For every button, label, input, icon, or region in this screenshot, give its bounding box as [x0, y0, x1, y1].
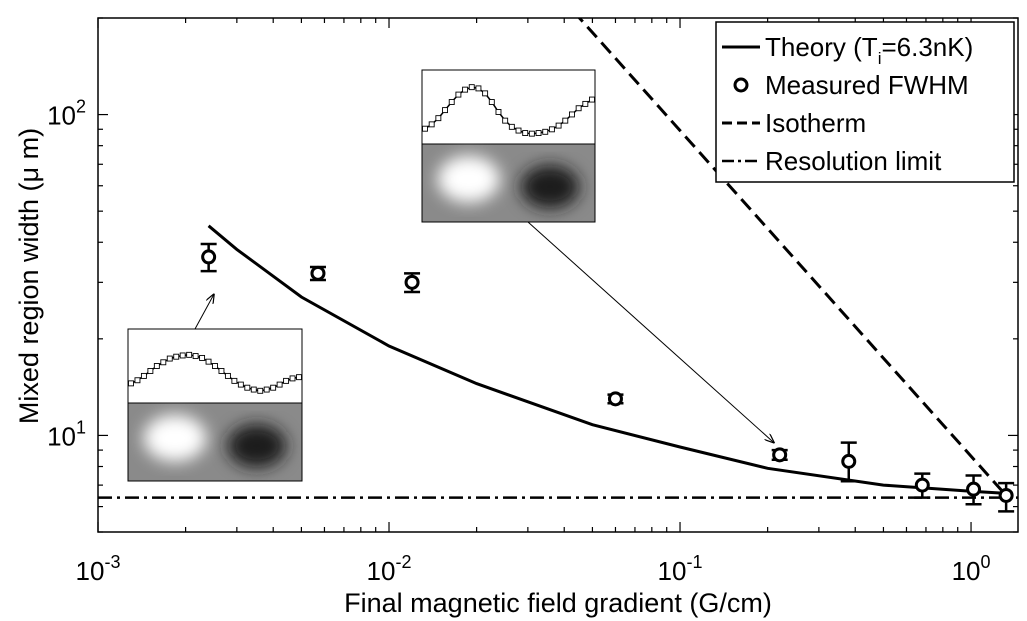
inset-profile-marker — [569, 111, 575, 118]
axis-ticks: 10-3 10-2 10-1 100 101 102 — [47, 17, 1018, 586]
inset-dark-blob — [227, 424, 287, 468]
inset-profile-marker — [250, 386, 257, 393]
inset-profile-marker — [128, 380, 134, 387]
inset-profile-marker — [455, 91, 462, 98]
y-axis-label: Mixed region width (μ m) — [14, 128, 44, 424]
inset-profile-marker — [296, 374, 302, 381]
inset-profile-marker — [244, 384, 251, 391]
inset-profile-marker — [422, 125, 428, 132]
inset-profile-marker — [435, 115, 442, 122]
legend-resolution-label: Resolution limit — [765, 146, 942, 176]
data-point — [998, 487, 1014, 503]
data-point — [966, 481, 982, 497]
x-tick-label: 10-2 — [367, 552, 412, 586]
inset-profile-marker — [462, 86, 469, 93]
inset-profile-marker — [582, 100, 589, 107]
inset-high-gradient — [421, 69, 774, 443]
measured-markers — [200, 242, 1015, 513]
inset-profile-marker — [495, 109, 502, 115]
inset-profile-marker — [186, 351, 193, 358]
inset-profile-marker — [562, 117, 569, 124]
series-line-2 — [577, 18, 1006, 495]
inset-profile-marker — [199, 354, 206, 361]
inset-profile-marker — [428, 121, 435, 128]
inset-low-gradient — [127, 294, 303, 482]
x-tick-label: 10-3 — [76, 552, 121, 586]
inset-profile-marker — [555, 122, 562, 129]
inset-profile-marker — [575, 105, 582, 112]
inset-profile-marker — [283, 377, 290, 384]
inset-profile-marker — [212, 363, 218, 369]
inset-profile-marker — [289, 375, 296, 382]
inset-dark-blob — [520, 165, 580, 209]
data-point — [310, 265, 326, 281]
data-point — [914, 477, 930, 493]
inset-profile-frame — [421, 69, 596, 145]
legend-theory-label: Theory (Ti=6.3nK) — [765, 32, 973, 68]
inset-profile-marker — [468, 84, 475, 91]
data-point — [404, 274, 420, 290]
inset-bright-blob — [437, 155, 500, 203]
inset-profile-marker — [140, 372, 147, 379]
inset-profile-marker — [508, 123, 515, 130]
inset-arrow — [527, 221, 774, 443]
inset-profile-marker — [192, 353, 199, 360]
inset-profile-marker — [522, 130, 529, 136]
inset-profile-marker — [166, 355, 173, 362]
inset-profile-marker — [502, 117, 509, 124]
legend-isotherm-label: Isotherm — [765, 108, 866, 138]
inset-profile-marker — [515, 127, 522, 134]
inset-profile-marker — [482, 90, 489, 97]
inset-profile-marker — [270, 384, 277, 391]
inset-profile-marker — [263, 386, 270, 393]
legend-box — [715, 21, 1015, 183]
insets — [127, 69, 774, 482]
inset-profile-marker — [475, 85, 482, 92]
y-tick-label: 101 — [47, 417, 86, 451]
legend-measured-marker — [733, 77, 749, 93]
plot-lines — [98, 18, 1018, 499]
inset-profile-marker — [548, 126, 555, 133]
data-point — [607, 391, 623, 407]
inset-profile-marker — [542, 128, 549, 135]
legend-measured-label: Measured FWHM — [765, 70, 969, 100]
inset-profile-marker — [231, 377, 238, 384]
series-line-0 — [207, 224, 1005, 495]
inset-bright-blob — [143, 414, 207, 462]
data-point — [201, 249, 217, 265]
data-point — [841, 453, 857, 469]
inset-profile-marker — [448, 99, 455, 105]
y-tick-label: 102 — [47, 97, 86, 131]
x-tick-label: 10-1 — [658, 552, 703, 586]
x-tick-label: 100 — [952, 552, 991, 586]
inset-profile-marker — [237, 381, 244, 388]
legend: Theory (Ti=6.3nK) Measured FWHM Isotherm… — [715, 21, 1015, 183]
inset-profile-marker — [160, 359, 167, 366]
x-axis-label: Final magnetic field gradient (G/cm) — [344, 588, 772, 618]
data-point — [772, 447, 788, 463]
inset-profile-marker — [442, 107, 448, 114]
inset-profile-marker — [205, 358, 212, 365]
inset-profile-marker — [488, 99, 495, 105]
inset-profile-marker — [179, 352, 186, 359]
inset-profile-marker — [153, 363, 160, 369]
inset-profile-marker — [276, 381, 283, 388]
inset-profile-marker — [535, 130, 542, 136]
inset-profile-marker — [218, 368, 225, 374]
inset-profile-marker — [134, 377, 141, 384]
inset-profile-marker — [224, 372, 231, 379]
inset-profile-marker — [257, 387, 264, 394]
inset-profile-marker — [589, 96, 595, 103]
inset-profile-marker — [147, 368, 154, 374]
inset-arrow — [194, 294, 214, 330]
inset-profile-marker — [173, 353, 180, 360]
inset-profile-marker — [528, 130, 535, 137]
